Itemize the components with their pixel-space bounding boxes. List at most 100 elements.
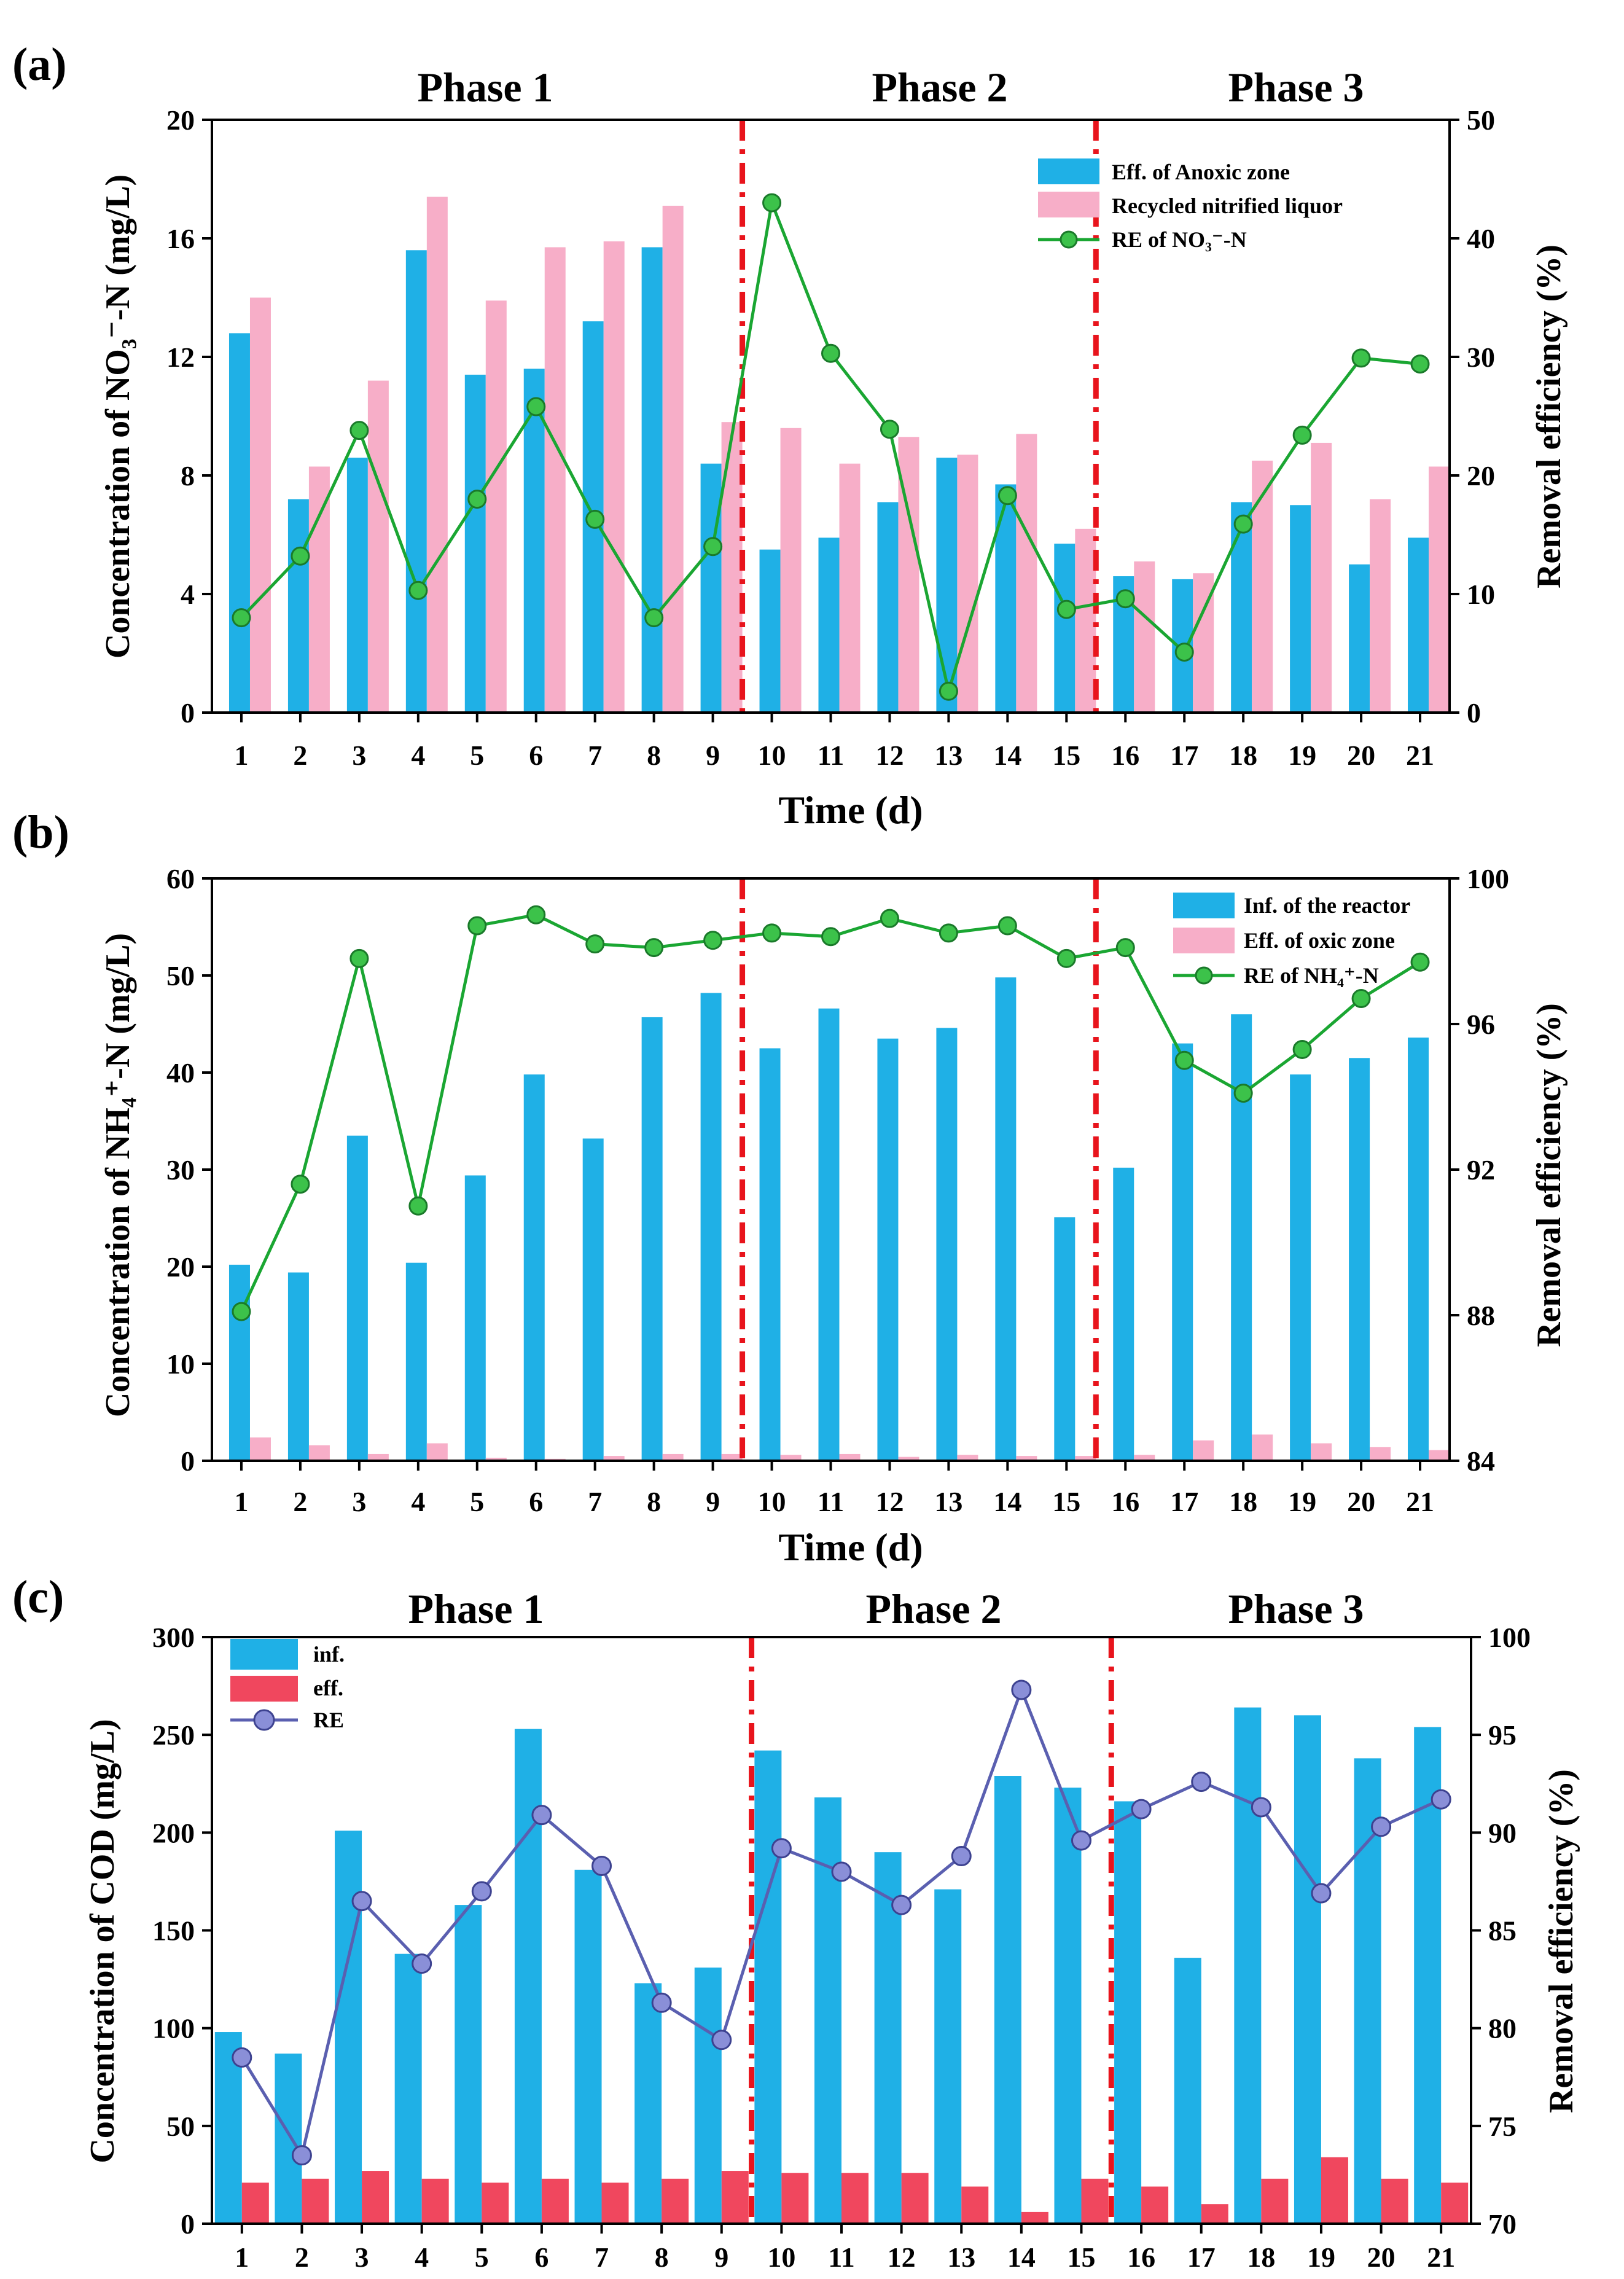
panel-b-right-tick-label-96: 96: [1467, 1009, 1495, 1040]
panel-a-bar-eff-of-anoxic-zone-1: [228, 333, 250, 713]
panel-a-bar-eff-of-anoxic-zone-5: [464, 374, 486, 713]
panel-b-bar-inf-of-the-reactor-18: [1231, 1014, 1252, 1461]
panel-a-bar-recycled-nitrified-liquor-2: [308, 466, 330, 713]
panel-a-legend-swatch-re-marker: [1060, 230, 1078, 249]
panel-a-re-point-11: [821, 343, 840, 363]
panel-b-bar-eff-of-oxic-zone-14: [1016, 1456, 1037, 1461]
panel-a-bar-recycled-nitrified-liquor-6: [544, 247, 566, 713]
panel-a-x-tick-label-17: 17: [1170, 740, 1198, 771]
panel-b-x-tick-label-12: 12: [875, 1486, 904, 1517]
panel-c-re-point-20: [1371, 1816, 1392, 1837]
panel-a-re-point-16: [1115, 589, 1135, 609]
panel-c-bar-inf--14: [994, 1776, 1021, 2224]
panel-b-bar-inf-of-the-reactor-3: [346, 1135, 368, 1461]
panel-c-phase-3-title: Phase 3: [1228, 1585, 1364, 1632]
panel-b-legend-label-re: RE of NH₄⁺-N: [1244, 963, 1379, 988]
panel-c-legend-swatch-re-marker: [253, 1709, 275, 1731]
panel-b-bar-eff-of-oxic-zone-9: [721, 1453, 743, 1461]
panel-a-label: (a): [12, 39, 67, 90]
panel-b-re-point-1: [232, 1302, 251, 1321]
panel-a-re-point-5: [467, 490, 487, 509]
panel-c-y-axis-label: Concentration of COD (mg/L): [84, 1719, 122, 2163]
panel-a-re-point-3: [349, 421, 369, 440]
panel-b-bar-inf-of-the-reactor-16: [1113, 1167, 1134, 1461]
panel-b-re-point-21: [1410, 952, 1430, 972]
panel-b-y-axis-label: Concentration of NH₄⁺-N (mg/L): [99, 933, 137, 1417]
panel-b-bar-eff-of-oxic-zone-11: [839, 1453, 861, 1461]
panel-a-bar-eff-of-anoxic-zone-20: [1349, 564, 1370, 713]
panel-a-bar-eff-of-anoxic-zone-10: [759, 549, 781, 713]
panel-c-bar-eff--19: [1321, 2157, 1348, 2224]
panel-a-legend-label-anoxic: Eff. of Anoxic zone: [1112, 160, 1290, 184]
panel-b-label: (b): [12, 807, 69, 858]
panel-c-bar-eff--15: [1081, 2178, 1109, 2224]
panel-a-re-point-19: [1292, 425, 1312, 445]
panel-b-bar-eff-of-oxic-zone-16: [1134, 1455, 1155, 1461]
panel-b-re-point-9: [703, 931, 723, 950]
panel-b-bar-eff-of-oxic-zone-21: [1429, 1450, 1450, 1461]
panel-b-x-tick-label-7: 7: [588, 1486, 602, 1517]
panel-b-bar-inf-of-the-reactor-19: [1290, 1074, 1311, 1461]
panel-a-legend: Eff. of Anoxic zone Recycled nitrified l…: [1038, 158, 1343, 252]
panel-c-re-point-12: [891, 1894, 912, 1915]
panel-a-bar-eff-of-anoxic-zone-19: [1290, 505, 1311, 713]
panel-b-right-tick-label-100: 100: [1467, 863, 1509, 894]
panel-c-right-axis-label: Removal efficiency (%): [1542, 1769, 1580, 2113]
panel-c-right-tick-label-80: 80: [1488, 2013, 1517, 2044]
panel-b-x-tick-label-4: 4: [411, 1486, 425, 1517]
panel-c-re-point-19: [1311, 1883, 1332, 1904]
panel-c-re-point-2: [291, 2145, 312, 2166]
panel-a-x-axis-label: Time (d): [778, 788, 923, 832]
panel-c-x-tick-label-10: 10: [767, 2242, 795, 2273]
panel-a-bar-recycled-nitrified-liquor-21: [1429, 466, 1450, 713]
panel-b-bar-eff-of-oxic-zone-10: [780, 1455, 802, 1461]
panel-a-x-tick-label-1: 1: [234, 740, 248, 771]
panel-a-x-tick-label-19: 19: [1288, 740, 1316, 771]
panel-a-x-tick-label-18: 18: [1229, 740, 1257, 771]
panel-a-re-point-1: [232, 608, 251, 628]
panel-b-legend: Inf. of the reactor Eff. of oxic zone RE…: [1173, 893, 1410, 988]
panel-a-right-tick-label-40: 40: [1467, 223, 1495, 254]
panel-b-re-point-16: [1115, 938, 1135, 958]
panel-c-bar-eff--10: [781, 2173, 809, 2224]
panel-c-left-tick-label-50: 50: [166, 2111, 195, 2142]
panel-b-right-tick-label-84: 84: [1467, 1445, 1495, 1477]
panel-a-x-tick-label-15: 15: [1052, 740, 1080, 771]
panel-c-legend-label-re: RE: [313, 1708, 344, 1732]
panel-a-phase-1-title: Phase 1: [418, 64, 553, 111]
panel-a-bar-eff-of-anoxic-zone-18: [1231, 502, 1252, 713]
panel-a-y-axis-label: Concentration of NO₃⁻-N (mg/L): [99, 174, 137, 659]
panel-a-bar-recycled-nitrified-liquor-20: [1370, 499, 1391, 713]
panel-b-right-axis-label: Removal efficiency (%): [1530, 1003, 1568, 1347]
panel-b-x-tick-label-16: 16: [1111, 1486, 1139, 1517]
panel-a-right-axis-label: Removal efficiency (%): [1530, 244, 1568, 588]
panel-a-re-point-7: [585, 509, 605, 529]
panel-a-re-point-20: [1351, 348, 1371, 368]
panel-c-x-tick-label-8: 8: [655, 2242, 669, 2273]
panel-c-bar-inf--4: [394, 1953, 422, 2224]
panel-a-re-point-10: [762, 193, 782, 213]
panel-a-re-point-21: [1410, 354, 1430, 374]
panel-c-phase-titles: Phase 1 Phase 2 Phase 3: [408, 1585, 1364, 1632]
panel-c-re-point-8: [651, 1992, 672, 2013]
panel-b-x-tick-label-20: 20: [1347, 1486, 1375, 1517]
panel-c-bar-eff--4: [421, 2178, 449, 2224]
panel-b-x-axis-label: Time (d): [778, 1525, 923, 1569]
panel-c-x-tick-label-20: 20: [1367, 2242, 1396, 2273]
panel-a-left-tick-label-4: 4: [181, 579, 195, 610]
panel-b-re-point-11: [821, 927, 840, 947]
panel-a-re-point-17: [1174, 643, 1194, 662]
panel-c-legend-swatch-inf: [230, 1639, 298, 1670]
panel-c-phase-1-title: Phase 1: [408, 1585, 544, 1632]
panel-c-left-tick-label-150: 150: [152, 1915, 195, 1947]
panel-c-bar-eff--13: [961, 2186, 989, 2224]
panel-b-bar-inf-of-the-reactor-5: [464, 1175, 486, 1461]
panel-c-x-tick-label-11: 11: [828, 2242, 854, 2273]
panel-c-bar-eff--8: [662, 2178, 689, 2224]
panel-c-left-tick-label-200: 200: [152, 1817, 195, 1848]
panel-c-bar-inf--20: [1354, 1758, 1381, 2224]
